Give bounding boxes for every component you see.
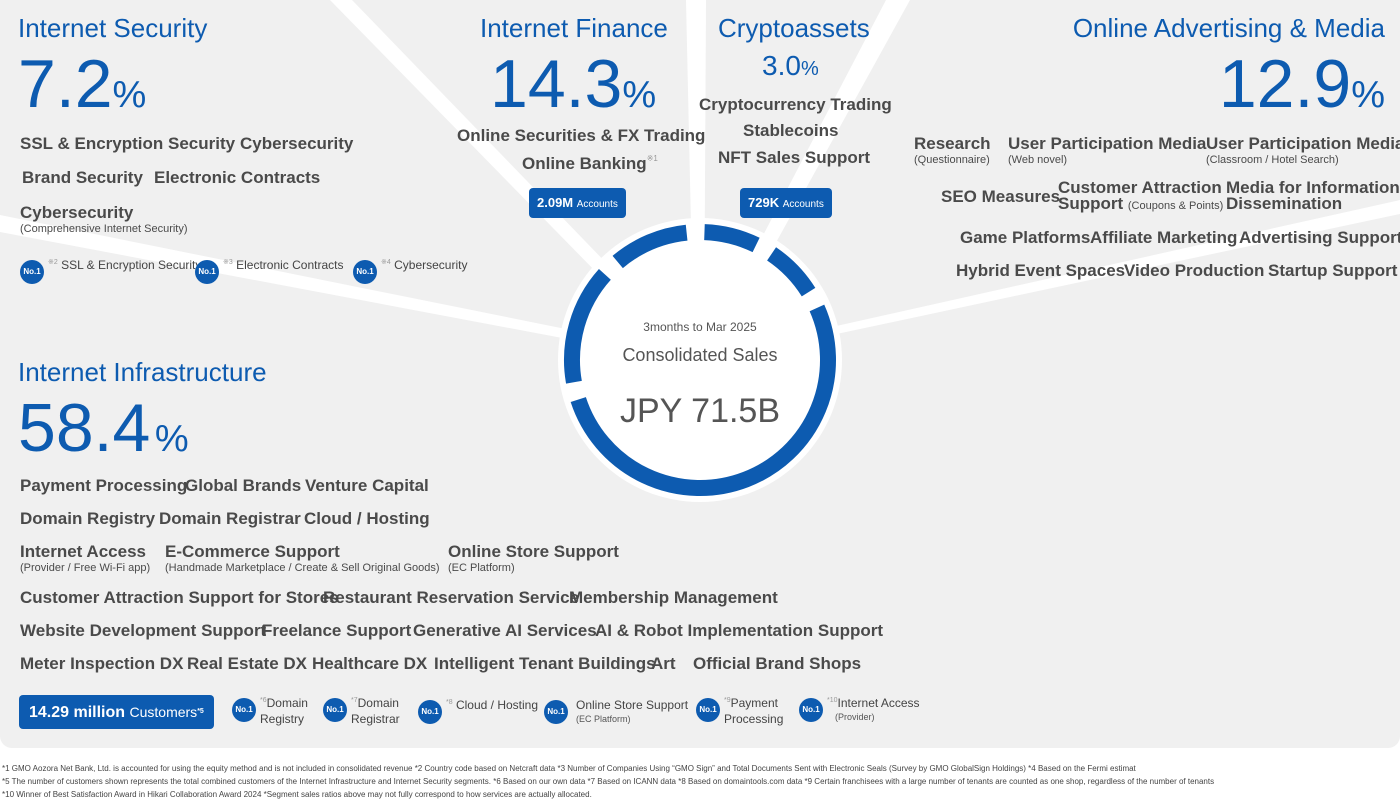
sales-donut — [558, 218, 842, 502]
advertising-service: User Participation Media (Web novel) — [1008, 134, 1207, 166]
ring-arc — [703, 224, 760, 253]
security-percentage: 7.2% — [18, 46, 147, 122]
customers-badge: 14.29 million Customers*5 — [19, 695, 214, 729]
security-service: Cybersecurity — [240, 134, 354, 153]
finance-service: Online Securities & FX Trading — [457, 126, 706, 145]
crypto-percentage: 3.0% — [762, 50, 819, 81]
crypto-service: Cryptocurrency Trading — [699, 95, 892, 114]
infrastructure-service: Domain Registry — [20, 509, 156, 528]
infrastructure-service: Domain Registrar — [159, 509, 301, 528]
security-title: Internet Security — [18, 13, 208, 43]
sales-value: JPY 71.5B — [619, 392, 781, 430]
infrastructure-title: Internet Infrastructure — [18, 357, 267, 387]
infrastructure-service: Freelance Support — [262, 621, 412, 640]
no1-badge: No.1 — [418, 700, 442, 724]
ray-advertising-right — [702, 200, 1400, 362]
ring-white-bg — [558, 218, 842, 502]
infrastructure-service: Meter Inspection DX — [20, 654, 184, 673]
infrastructure-service: Healthcare DX — [312, 654, 428, 673]
ring-arc — [766, 247, 816, 297]
advertising-service: Startup Support — [1268, 261, 1398, 280]
advertising-percentage: 12.9% — [1218, 46, 1385, 122]
infrastructure-service: Real Estate DX — [187, 654, 307, 673]
footnote-line: *10 Winner of Best Satisfaction Award in… — [2, 790, 592, 799]
advertising-title: Online Advertising & Media — [1072, 13, 1385, 43]
no1-ranking: No.1 *8 Cloud / Hosting — [418, 698, 538, 724]
infrastructure-service: E-Commerce Support (Handmade Marketplace … — [165, 542, 440, 574]
advertising-service: SEO Measures — [941, 187, 1061, 206]
infrastructure-service: Internet Access (Provider / Free Wi-Fi ap… — [20, 542, 151, 574]
no1-ranking: No.1 ※2 SSL & Encryption Security — [20, 258, 201, 284]
no1-badge: No.1 — [20, 260, 44, 284]
finance-percentage: 14.3% — [490, 46, 657, 122]
footnote-line: *5 The number of customers shown represe… — [2, 777, 1215, 786]
advertising-service: Video Production — [1124, 261, 1265, 280]
no1-badge: No.1 — [323, 698, 347, 722]
infrastructure-service: Global Brands — [185, 476, 302, 495]
infrastructure-service: Cloud / Hosting — [304, 509, 430, 528]
infrastructure-service: Intelligent Tenant Buildings — [434, 654, 656, 673]
advertising-service: Hybrid Event Spaces — [956, 261, 1126, 280]
infrastructure-service: Official Brand Shops — [693, 654, 862, 673]
finance-service: Online Banking※1 — [522, 154, 658, 173]
segments-panel: Internet Security 7.2% SSL & Encryption … — [0, 0, 1400, 748]
crypto-title: Cryptoassets — [718, 13, 870, 43]
no1-ranking: No.1 ※4 Cybersecurity — [353, 258, 467, 284]
security-service: Brand Security — [22, 168, 143, 187]
infrastructure-service: Online Store Support (EC Platform) — [448, 542, 619, 574]
ring-arc — [612, 224, 688, 269]
infrastructure-service: Art — [651, 654, 676, 673]
crypto-service: NFT Sales Support — [718, 148, 871, 167]
no1-ranking: No.1 *9Payment Processing — [696, 696, 783, 727]
infrastructure-service: Venture Capital — [305, 476, 429, 495]
advertising-service: Media for Information Dissemination — [1226, 178, 1400, 213]
crypto-accounts-badge: 729K Accounts — [740, 188, 832, 218]
footnote-line: *1 GMO Aozora Net Bank, Ltd. is accounte… — [2, 764, 1136, 773]
no1-ranking: No.1 *7Domain Registrar — [323, 696, 400, 727]
no1-ranking: No.1 ※3 Electronic Contracts — [195, 258, 343, 284]
ring-arc — [564, 269, 611, 384]
infrastructure-service: Generative AI Services — [413, 621, 597, 640]
infrastructure-service: Restaurant Reservation Service — [323, 588, 580, 607]
security-service: Electronic Contracts — [154, 168, 321, 187]
infrastructure-service: Membership Management — [569, 588, 778, 607]
infrastructure-service: Customer Attraction Support for Stores — [20, 588, 339, 607]
ray-security-infrastructure — [0, 215, 700, 364]
security-service: Cybersecurity (Comprehensive Internet Se… — [20, 203, 188, 235]
period-label: 3months to Mar 2025 — [643, 320, 757, 334]
advertising-service: Affiliate Marketing — [1090, 228, 1238, 247]
infrastructure-service: Website Development Support — [20, 621, 267, 640]
footnotes: *1 GMO Aozora Net Bank, Ltd. is accounte… — [2, 762, 1398, 800]
infrastructure-percentage: 58.4 % — [18, 390, 189, 466]
consolidated-sales-ring: 3months to Mar 2025 Consolidated Sales J… — [558, 218, 842, 502]
no1-badge: No.1 — [353, 260, 377, 284]
no1-ranking: No.1 *6Domain Registry — [232, 696, 308, 727]
no1-badge: No.1 — [232, 698, 256, 722]
advertising-service: Game Platforms — [960, 228, 1091, 247]
finance-title: Internet Finance — [480, 13, 668, 43]
no1-badge: No.1 — [696, 698, 720, 722]
finance-accounts-badge: 2.09M Accounts — [529, 188, 626, 218]
advertising-service: Advertising Support — [1239, 228, 1400, 247]
infrastructure-service: AI & Robot Implementation Support — [595, 621, 884, 640]
no1-ranking: No.1 Online Store Support (EC Platform) — [544, 698, 688, 725]
infrastructure-service: Payment Processing — [20, 476, 188, 495]
advertising-service: User Participation Media (Classroom / Hot… — [1206, 134, 1400, 166]
advertising-service: Research (Questionnaire) — [914, 134, 991, 166]
no1-badge: No.1 — [799, 698, 823, 722]
security-service: SSL & Encryption Security — [20, 134, 236, 153]
sales-label: Consolidated Sales — [622, 345, 778, 365]
no1-ranking: No.1 *10Internet Access (Provider) — [799, 696, 920, 723]
advertising-service: Customer Attraction Support (Coupons & P… — [1058, 178, 1224, 213]
crypto-service: Stablecoins — [743, 121, 839, 140]
no1-badge: No.1 — [195, 260, 219, 284]
no1-badge: No.1 — [544, 700, 568, 724]
ring-arc — [570, 304, 836, 496]
